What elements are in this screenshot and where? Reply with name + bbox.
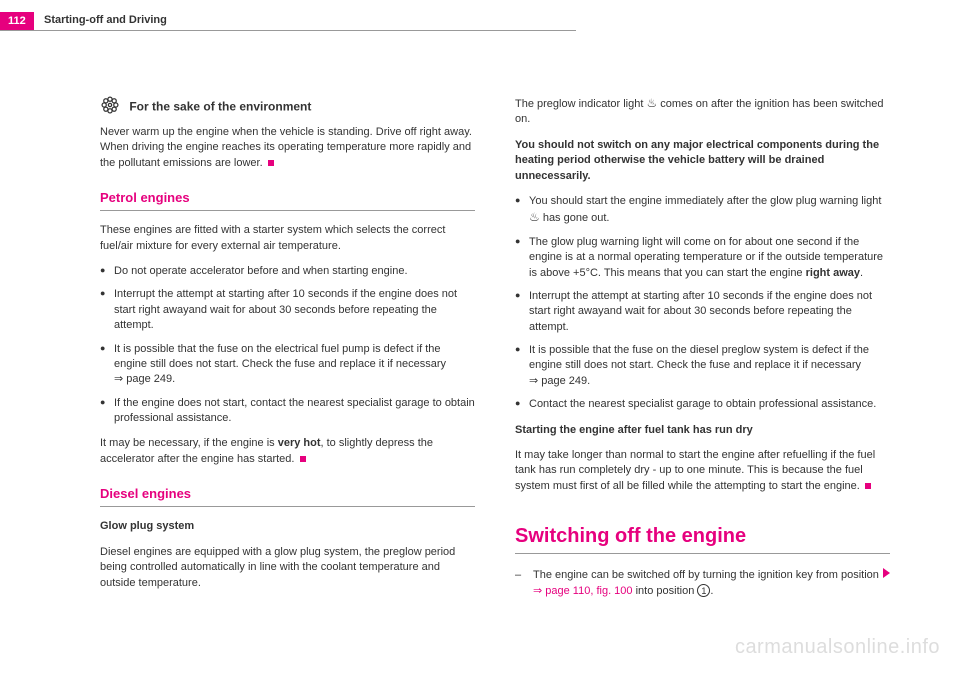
right-column: The preglow indicator light ♨ comes on a… [515, 95, 890, 601]
list-item: You should start the engine immediately … [515, 194, 890, 227]
left-column: For the sake of the environment Never wa… [100, 95, 475, 601]
page-reference-link[interactable]: ⇒ page 110, fig. 100 [533, 585, 633, 597]
right-bullets: You should start the engine immediately … [515, 194, 890, 413]
page-number: 112 [0, 12, 34, 30]
coil-icon: ♨ [529, 210, 540, 224]
end-marker-icon [865, 483, 871, 489]
petrol-heading: Petrol engines [100, 189, 475, 207]
switch-off-row: The engine can be switched off by turnin… [515, 568, 890, 599]
content-columns: For the sake of the environment Never wa… [100, 95, 890, 601]
section-rule [515, 553, 890, 554]
petrol-intro: These engines are fitted with a starter … [100, 223, 475, 254]
list-item: It is possible that the fuse on the elec… [100, 342, 475, 388]
list-item: Interrupt the attempt at starting after … [515, 289, 890, 335]
battery-warning: You should not switch on any major elect… [515, 138, 890, 184]
coil-icon: ♨ [646, 96, 657, 110]
environment-heading: For the sake of the environment [100, 95, 475, 120]
list-item: If the engine does not start, contact th… [100, 396, 475, 427]
switching-off-heading: Switching off the engine [515, 522, 890, 550]
petrol-footer-text: It may be necessary, if the engine is ve… [100, 436, 475, 467]
diesel-heading: Diesel engines [100, 485, 475, 503]
preglow-text: The preglow indicator light ♨ comes on a… [515, 95, 890, 128]
petrol-bullets: Do not operate accelerator before and wh… [100, 264, 475, 427]
position-marker-icon: 1 [697, 584, 710, 597]
list-item: Contact the nearest specialist garage to… [515, 397, 890, 412]
glow-heading: Glow plug system [100, 519, 475, 534]
list-item: It is possible that the fuse on the dies… [515, 343, 890, 389]
chapter-title: Starting-off and Driving [44, 14, 167, 26]
header-rule [0, 30, 576, 31]
glow-text: Diesel engines are equipped with a glow … [100, 545, 475, 591]
watermark: carmanualsonline.info [735, 636, 940, 659]
section-rule [100, 506, 475, 507]
environment-heading-text: For the sake of the environment [129, 100, 311, 114]
section-rule [100, 210, 475, 211]
list-item: The glow plug warning light will come on… [515, 235, 890, 281]
end-marker-icon [300, 456, 306, 462]
dry-tank-text: It may take longer than normal to start … [515, 448, 890, 494]
end-marker-icon [268, 160, 274, 166]
list-item: Interrupt the attempt at starting after … [100, 287, 475, 333]
dry-tank-heading: Starting the engine after fuel tank has … [515, 423, 890, 438]
flower-icon [100, 95, 120, 120]
environment-text: Never warm up the engine when the vehicl… [100, 125, 475, 171]
list-item: Do not operate accelerator before and wh… [100, 264, 475, 279]
continue-arrow-icon [883, 568, 890, 578]
switch-off-item: The engine can be switched off by turnin… [515, 568, 879, 599]
